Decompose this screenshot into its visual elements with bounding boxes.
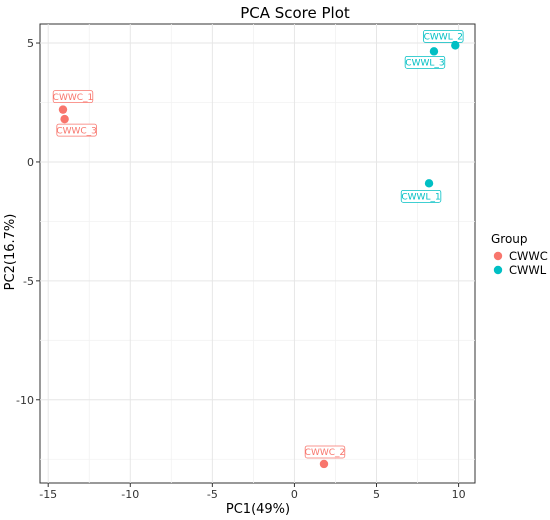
x-axis-ticks: -15 -10 -5 0 5 10 [39,483,466,501]
point-labels: CWWC_1 CWWC_2 CWWC_3 CWWL_1 CWWL_2 CWWL_3 [52,30,464,459]
legend-label: CWWC [509,249,548,263]
scatter-point [424,179,434,188]
point-label: CWWL_2 [424,33,463,43]
x-tick-label: -15 [39,488,57,501]
scatter-point [60,114,69,124]
x-tick-label: 10 [452,488,466,501]
point-label-box [400,189,442,203]
y-tick-label: -10 [16,394,34,407]
legend-key [493,251,503,261]
legend-key [493,265,503,275]
point-label-box [423,30,464,43]
point-label-box [404,55,446,69]
y-tick-label: 0 [27,156,34,169]
point-label-box [304,445,346,459]
scatter-point [319,459,329,469]
scatter-point [429,47,439,56]
x-tick-label: -10 [121,488,139,501]
point-label: CWWL_1 [401,193,440,203]
legend-label: CWWL [509,263,547,277]
data-points: CWWC_1 CWWC_2 CWWC_3 CWWL_1 CWWL_2 CWWL_3 [52,30,464,469]
x-axis-title: PC1(49%) [226,502,290,517]
y-axis-ticks: 5 0 -5 -10 [16,37,40,407]
plot-panel [39,23,476,484]
point-label-box [52,90,94,104]
scatter-point [451,41,460,50]
grid-lines [40,24,475,483]
y-axis-title: PC2(16.7%) [3,214,18,291]
scatter-point [58,105,68,114]
x-tick-label: 0 [291,488,298,501]
y-tick-label: 5 [27,37,34,50]
y-tick-label: -5 [23,275,34,288]
point-label: CWWC_2 [305,448,346,458]
point-label: CWWC_3 [56,126,97,136]
chart-title: PCA Score Plot [240,4,350,22]
x-tick-label: -5 [207,488,218,501]
legend-title: Group [491,232,528,246]
point-label-box [56,123,97,137]
x-tick-label: 5 [373,488,380,501]
point-label: CWWL_3 [405,59,444,69]
point-markers [58,41,460,469]
point-label: CWWC_1 [53,93,94,103]
